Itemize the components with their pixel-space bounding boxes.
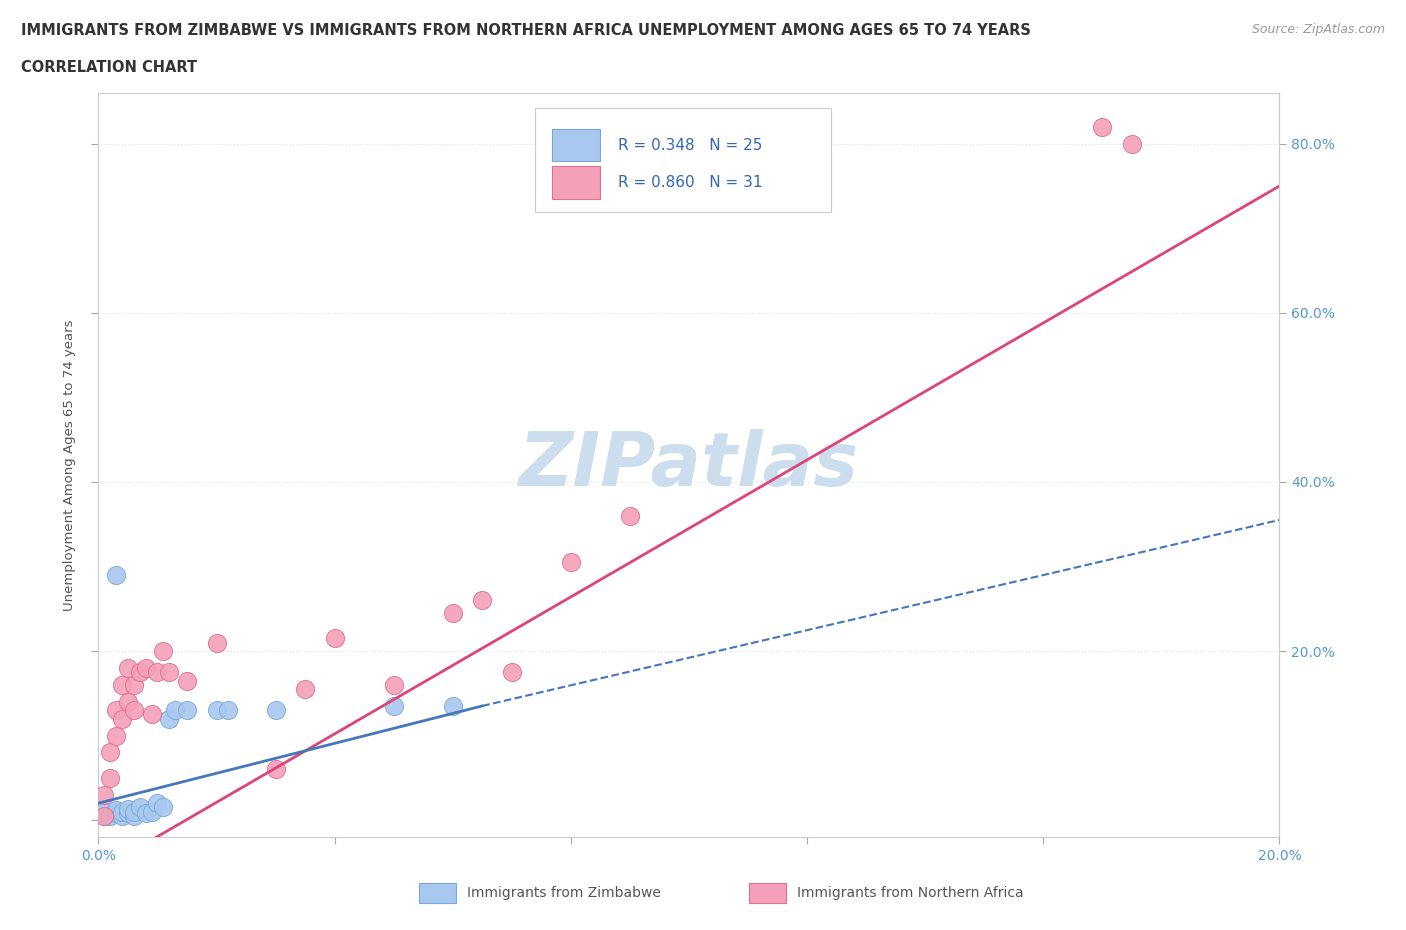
- Point: [217, 703, 239, 718]
- Point: [111, 677, 134, 692]
- Point: [560, 555, 582, 570]
- Point: [205, 703, 228, 718]
- Point: [1121, 137, 1143, 152]
- Point: [165, 703, 187, 718]
- Point: [105, 806, 128, 821]
- Point: [105, 703, 128, 718]
- Point: [122, 677, 145, 692]
- Point: [98, 745, 121, 760]
- FancyBboxPatch shape: [536, 108, 831, 212]
- Point: [501, 665, 523, 680]
- Point: [146, 796, 169, 811]
- Point: [111, 711, 134, 726]
- Point: [323, 631, 346, 645]
- Text: R = 0.348   N = 25: R = 0.348 N = 25: [619, 138, 762, 153]
- Point: [176, 703, 198, 718]
- Point: [441, 605, 464, 620]
- Point: [122, 808, 145, 823]
- Point: [1091, 119, 1114, 134]
- FancyBboxPatch shape: [553, 128, 600, 162]
- Text: Immigrants from Northern Africa: Immigrants from Northern Africa: [797, 885, 1024, 900]
- Point: [117, 660, 139, 675]
- Text: IMMIGRANTS FROM ZIMBABWE VS IMMIGRANTS FROM NORTHERN AFRICA UNEMPLOYMENT AMONG A: IMMIGRANTS FROM ZIMBABWE VS IMMIGRANTS F…: [21, 23, 1031, 38]
- Point: [382, 698, 405, 713]
- Y-axis label: Unemployment Among Ages 65 to 74 years: Unemployment Among Ages 65 to 74 years: [62, 319, 76, 611]
- Point: [128, 800, 150, 815]
- Point: [117, 802, 139, 817]
- Point: [98, 808, 121, 823]
- Point: [117, 695, 139, 710]
- Point: [294, 682, 316, 697]
- Point: [98, 770, 121, 785]
- Point: [93, 808, 115, 823]
- Point: [176, 673, 198, 688]
- Point: [471, 592, 494, 607]
- Point: [441, 698, 464, 713]
- Point: [264, 703, 287, 718]
- Point: [146, 665, 169, 680]
- Point: [205, 635, 228, 650]
- Point: [105, 567, 128, 582]
- Point: [264, 762, 287, 777]
- Point: [157, 711, 180, 726]
- Point: [135, 660, 157, 675]
- Point: [157, 665, 180, 680]
- Point: [122, 703, 145, 718]
- Point: [93, 804, 115, 819]
- FancyBboxPatch shape: [553, 166, 600, 199]
- Point: [135, 806, 157, 821]
- Point: [619, 509, 641, 524]
- Point: [111, 808, 134, 823]
- Point: [141, 804, 163, 819]
- Point: [382, 677, 405, 692]
- Point: [117, 806, 139, 821]
- Text: Immigrants from Zimbabwe: Immigrants from Zimbabwe: [467, 885, 661, 900]
- Point: [152, 800, 174, 815]
- Point: [93, 788, 115, 803]
- Point: [152, 644, 174, 658]
- Point: [111, 804, 134, 819]
- Text: R = 0.860   N = 31: R = 0.860 N = 31: [619, 175, 762, 190]
- Point: [122, 804, 145, 819]
- Text: ZIPatlas: ZIPatlas: [519, 429, 859, 501]
- Point: [105, 728, 128, 743]
- Point: [93, 808, 115, 823]
- Point: [128, 665, 150, 680]
- Point: [105, 803, 128, 817]
- Text: CORRELATION CHART: CORRELATION CHART: [21, 60, 197, 75]
- Text: Source: ZipAtlas.com: Source: ZipAtlas.com: [1251, 23, 1385, 36]
- Point: [141, 707, 163, 722]
